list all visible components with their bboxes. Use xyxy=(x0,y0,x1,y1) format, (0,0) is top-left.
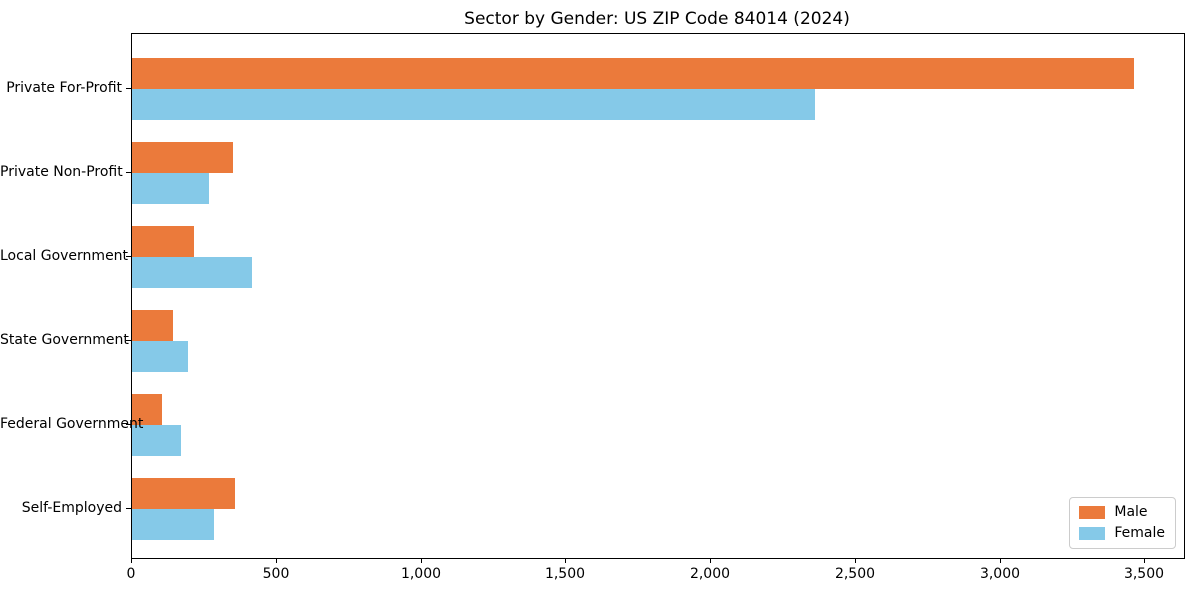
ytick-label-federal-government: Federal Government xyxy=(0,416,144,432)
xtick-mark-3000 xyxy=(1000,559,1001,563)
bar-male-state-government xyxy=(132,310,173,341)
chart-title: Sector by Gender: US ZIP Code 84014 (202… xyxy=(464,9,850,29)
plot-area: Male Female xyxy=(131,33,1185,559)
ytick-label-private-non-profit: Private Non-Profit xyxy=(0,164,123,180)
ytick-mark-private-non-profit xyxy=(126,172,131,173)
xtick-mark-2500 xyxy=(855,559,856,563)
xtick-mark-2000 xyxy=(710,559,711,563)
bar-male-local-government xyxy=(132,226,194,257)
legend-item-male: Male xyxy=(1079,505,1165,520)
xtick-label-2500: 2,500 xyxy=(834,566,876,582)
xtick-mark-3500 xyxy=(1144,559,1145,563)
legend-item-female: Female xyxy=(1079,526,1165,541)
bar-male-private-non-profit xyxy=(132,142,233,173)
xtick-label-3000: 3,000 xyxy=(979,566,1021,582)
xtick-label-2000: 2,000 xyxy=(689,566,731,582)
legend-label-female: Female xyxy=(1114,525,1165,541)
ytick-mark-private-for-profit xyxy=(126,88,131,89)
bar-female-local-government xyxy=(132,257,252,288)
ytick-mark-state-government xyxy=(126,340,131,341)
xtick-mark-500 xyxy=(276,559,277,563)
legend-label-male: Male xyxy=(1114,504,1148,520)
bar-female-private-non-profit xyxy=(132,173,209,204)
ytick-mark-self-employed xyxy=(126,508,131,509)
bar-female-federal-government xyxy=(132,425,181,456)
bar-male-federal-government xyxy=(132,394,162,425)
legend: Male Female xyxy=(1069,497,1176,549)
ytick-label-local-government: Local Government xyxy=(0,248,129,264)
bar-female-private-for-profit xyxy=(132,89,815,120)
legend-swatch-male xyxy=(1079,506,1106,519)
ytick-mark-federal-government xyxy=(126,424,131,425)
xtick-label-0: 0 xyxy=(126,566,136,582)
ytick-label-state-government: State Government xyxy=(0,332,129,348)
xtick-mark-1500 xyxy=(565,559,566,563)
legend-swatch-female xyxy=(1079,527,1106,540)
bar-male-self-employed xyxy=(132,478,235,509)
bar-female-self-employed xyxy=(132,509,214,540)
bar-male-private-for-profit xyxy=(132,58,1134,89)
ytick-label-self-employed: Self-Employed xyxy=(21,500,122,516)
xtick-mark-1000 xyxy=(421,559,422,563)
ytick-mark-local-government xyxy=(126,256,131,257)
xtick-label-3500: 3,500 xyxy=(1123,566,1165,582)
xtick-label-1500: 1,500 xyxy=(544,566,586,582)
ytick-label-private-for-profit: Private For-Profit xyxy=(6,80,122,96)
bar-female-state-government xyxy=(132,341,188,372)
xtick-mark-0 xyxy=(131,559,132,563)
xtick-label-1000: 1,000 xyxy=(400,566,442,582)
xtick-label-500: 500 xyxy=(262,566,290,582)
